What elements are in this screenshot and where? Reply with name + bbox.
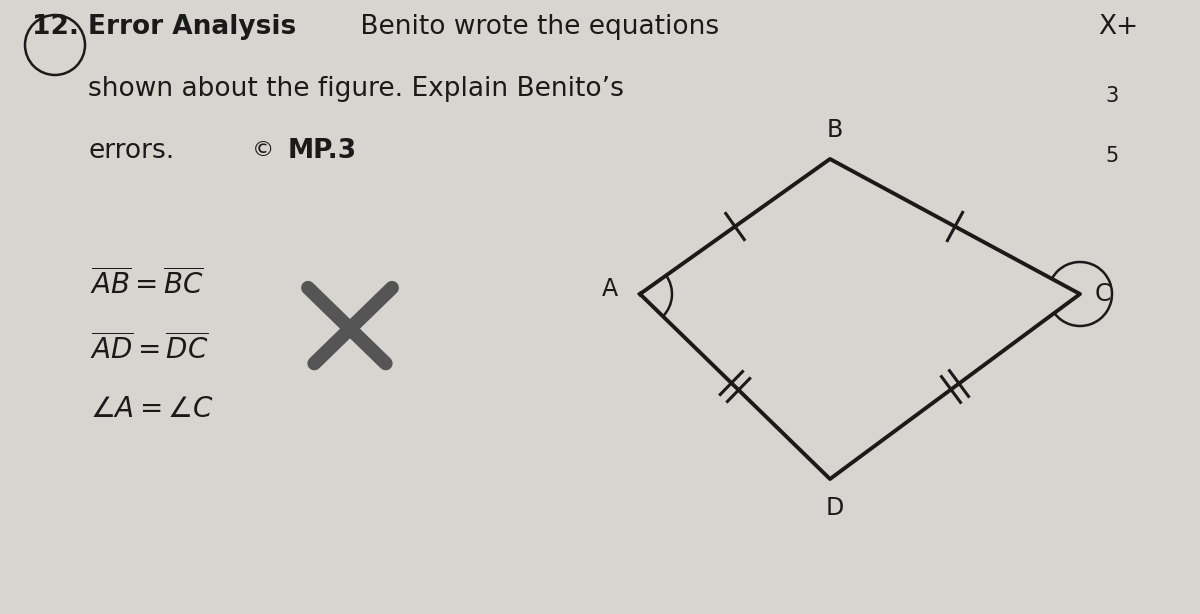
Text: B: B: [827, 118, 844, 142]
Text: A: A: [602, 277, 618, 301]
Text: X+: X+: [1098, 14, 1138, 40]
Text: ©: ©: [252, 140, 275, 160]
Text: Error Analysis: Error Analysis: [88, 14, 296, 40]
Text: 3: 3: [1105, 86, 1118, 106]
Text: errors.: errors.: [88, 138, 174, 164]
Text: shown about the figure. Explain Benito’s: shown about the figure. Explain Benito’s: [88, 76, 624, 102]
Text: $\overline{AB} = \overline{BC}$: $\overline{AB} = \overline{BC}$: [90, 269, 204, 301]
Text: Benito wrote the equations: Benito wrote the equations: [352, 14, 719, 40]
Text: C: C: [1096, 282, 1111, 306]
Text: MP.3: MP.3: [288, 138, 358, 164]
Text: $\overline{AD} = \overline{DC}$: $\overline{AD} = \overline{DC}$: [90, 334, 209, 365]
Text: 12.: 12.: [31, 14, 78, 40]
Text: $\angle A = \angle C$: $\angle A = \angle C$: [90, 396, 214, 423]
Text: 5: 5: [1105, 146, 1118, 166]
Text: D: D: [826, 496, 844, 520]
